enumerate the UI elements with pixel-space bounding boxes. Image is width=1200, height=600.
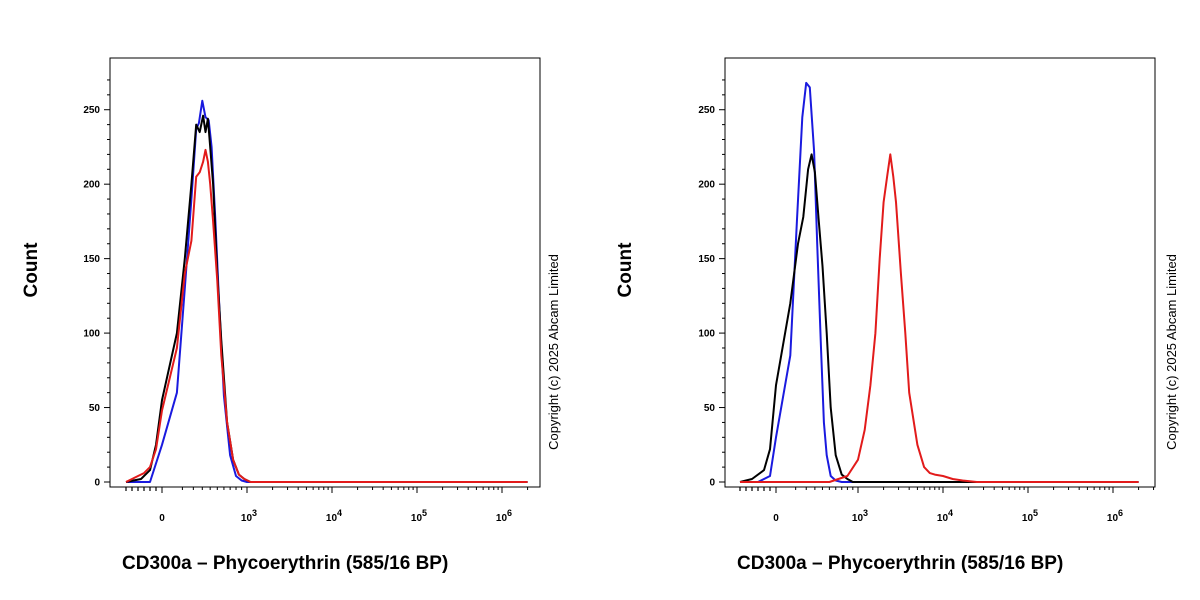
plot-frame	[724, 57, 1156, 488]
series-line-black	[739, 153, 1139, 483]
x-tick-label: 105	[411, 508, 427, 524]
y-tick-label: 100	[83, 329, 100, 340]
y-tick-label: 250	[698, 105, 715, 116]
series-line-blue	[126, 99, 528, 483]
y-tick-label: 0	[709, 478, 715, 489]
x-tick-label: 0	[773, 513, 779, 524]
y-tick-label: 200	[698, 180, 715, 191]
x-tick-label: 105	[1022, 508, 1038, 524]
x-tick-label: 106	[1107, 508, 1123, 524]
y-tick-label: 0	[94, 478, 100, 489]
x-tick-label: 103	[241, 508, 257, 524]
x-tick-label: 0	[159, 513, 165, 524]
x-tick-label: 104	[326, 508, 342, 524]
copyright-notice: Copyright (c) 2025 Abcam Limited	[546, 254, 561, 450]
histogram-panel-left: 0 50 100 150 200 250 0 103 104 105 106 Count CD300…	[21, 57, 561, 574]
series-line-blue	[740, 81, 1139, 483]
y-tick-label: 100	[698, 329, 715, 340]
x-tick-label: 104	[937, 508, 953, 524]
histogram-panel-right: 0 50 100 150 200 250 0 103 104 105 106 Count CD300…	[600, 0, 1200, 600]
y-axis-label: Count	[21, 242, 42, 298]
x-axis-label: CD300a – Phycoerythrin (585/16 BP)	[737, 553, 1064, 574]
y-tick-label: 200	[83, 180, 100, 191]
x-axis-label: CD300a – Phycoerythrin (585/16 BP)	[122, 553, 449, 574]
histogram-plot-left: 0 50 100 150 200 250 0 103 104 105 106	[83, 57, 541, 524]
x-tick-label: 103	[852, 508, 868, 524]
y-tick-label: 150	[83, 254, 100, 265]
plot-frame	[109, 57, 541, 488]
y-tick-label: 150	[698, 254, 715, 265]
y-tick-label: 50	[704, 403, 716, 414]
y-tick-label: 250	[83, 105, 100, 116]
x-tick-label: 106	[496, 508, 512, 524]
y-tick-label: 50	[89, 403, 101, 414]
histogram-plot-right: 0 50 100 150 200 250 0 103 104 105 106	[698, 57, 1156, 524]
y-axis-label: Count	[615, 242, 636, 298]
series-line-black	[125, 114, 528, 483]
series-line-red	[740, 153, 1139, 483]
series-line-red	[125, 148, 528, 483]
copyright-notice: Copyright (c) 2025 Abcam Limited	[1164, 254, 1179, 450]
